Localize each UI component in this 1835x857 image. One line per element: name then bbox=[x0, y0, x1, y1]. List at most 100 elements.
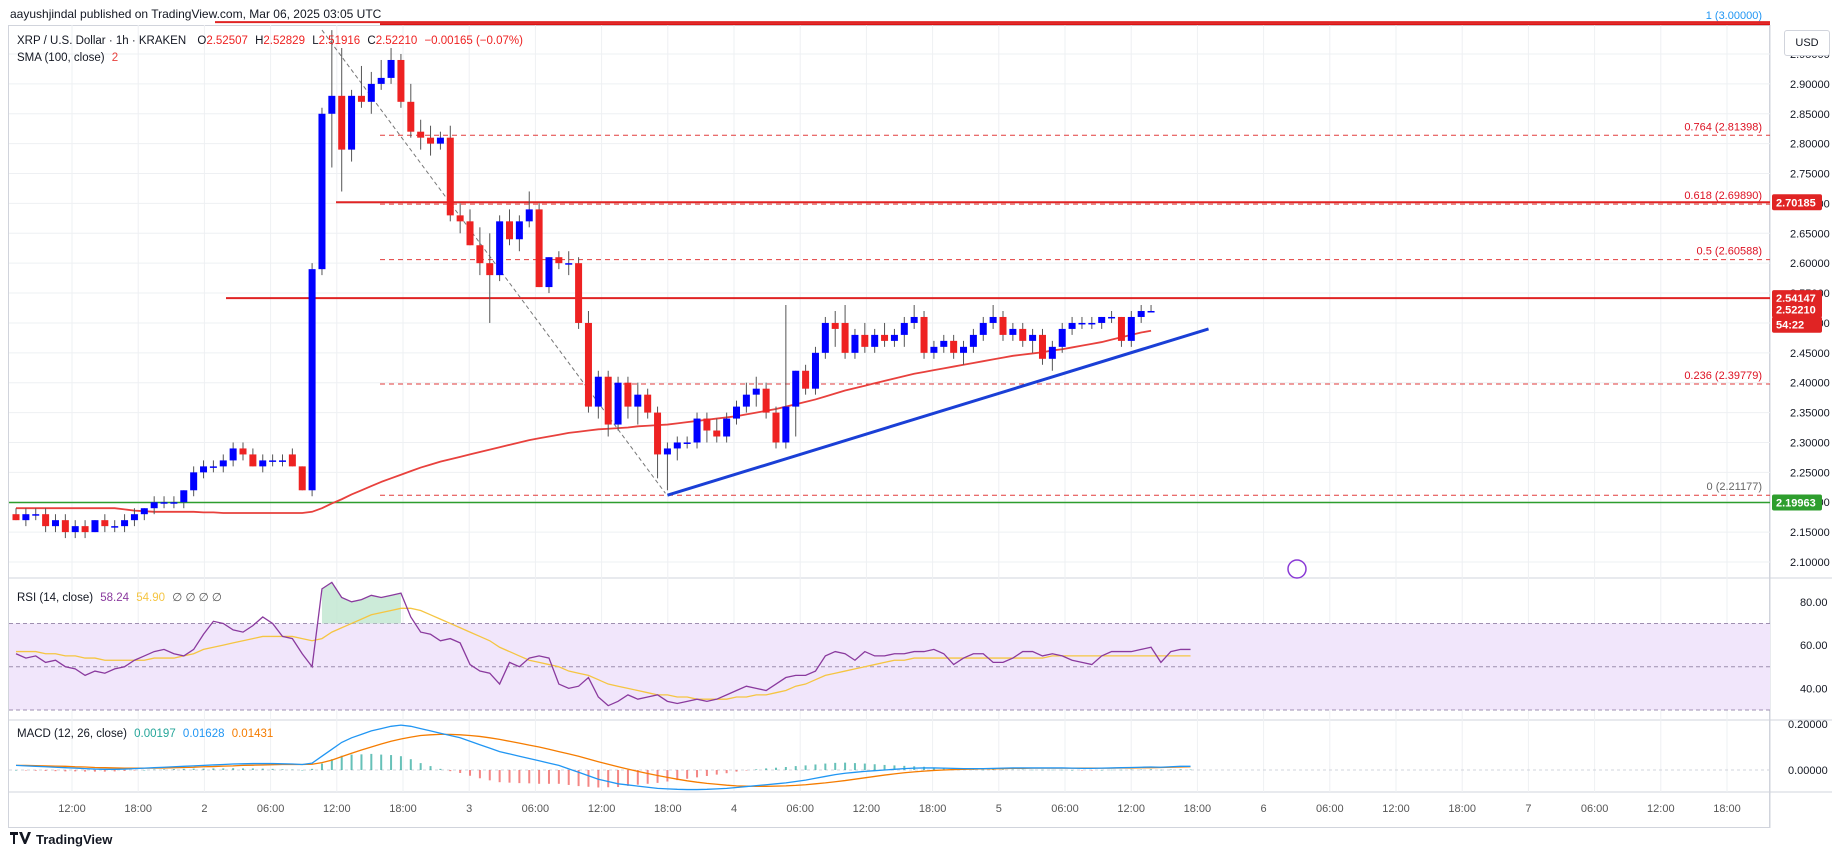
macd-histogram-bar bbox=[607, 770, 610, 788]
candle-body bbox=[752, 388, 760, 395]
macd-histogram-bar bbox=[834, 762, 837, 770]
time-axis-tick: 06:00 bbox=[522, 803, 550, 815]
macd-histogram-bar bbox=[133, 770, 136, 771]
ohlc-open: 2.52507 bbox=[206, 35, 248, 47]
macd-histogram-bar bbox=[350, 754, 353, 770]
macd-histogram-bar bbox=[765, 768, 768, 770]
candle-body bbox=[772, 412, 780, 443]
macd-histogram-bar bbox=[1041, 769, 1044, 771]
macd-line bbox=[15, 724, 1191, 791]
macd-histogram-bar bbox=[518, 770, 521, 784]
candle-body bbox=[456, 215, 464, 222]
time-axis-tick: 7 bbox=[1525, 803, 1531, 815]
macd-histogram-bar bbox=[320, 763, 323, 770]
macd-histogram-bar bbox=[705, 770, 708, 776]
macd-histogram-bar bbox=[261, 768, 264, 770]
macd-histogram-bar bbox=[883, 764, 886, 770]
price-label-box bbox=[1772, 494, 1822, 511]
candle-body bbox=[900, 322, 908, 335]
macd-histogram-bar bbox=[547, 770, 550, 784]
candle-body bbox=[190, 472, 198, 491]
candle-body bbox=[209, 466, 217, 468]
candle-body bbox=[663, 448, 671, 455]
macd-histogram-bar bbox=[735, 770, 738, 772]
sma-value: 2 bbox=[111, 52, 119, 64]
macd-histogram-bar bbox=[893, 765, 896, 770]
symbol-title[interactable]: XRP / U.S. Dollar · 1h · KRAKEN bbox=[17, 35, 187, 47]
candle-body bbox=[150, 502, 158, 509]
candle-body bbox=[111, 526, 119, 528]
symbol-legend: XRP / U.S. Dollar · 1h · KRAKEN O2.52507… bbox=[17, 35, 523, 47]
macd-histogram-bar bbox=[1021, 769, 1024, 771]
rsi-label: RSI (14, close) bbox=[17, 592, 94, 604]
candle-body bbox=[1147, 310, 1155, 313]
macd-histogram-bar bbox=[54, 770, 57, 772]
macd-histogram-bar bbox=[942, 768, 945, 770]
macd-histogram-bar bbox=[34, 770, 37, 771]
candle-body bbox=[871, 334, 879, 347]
candle-body bbox=[12, 514, 20, 521]
macd-axis-tick: 0.00000 bbox=[1788, 765, 1828, 777]
macd-histogram-bar bbox=[24, 770, 27, 771]
time-axis-tick: 4 bbox=[731, 803, 737, 815]
price-axis-tick: 2.85000 bbox=[1790, 109, 1830, 121]
time-axis-tick: 3 bbox=[466, 803, 472, 815]
candle-body bbox=[555, 257, 563, 264]
macd-histogram-bar bbox=[666, 770, 669, 782]
candle-body bbox=[496, 221, 504, 276]
candle-body bbox=[1137, 310, 1145, 317]
macd-histogram-bar bbox=[528, 770, 531, 784]
candle-body bbox=[407, 101, 415, 132]
candle-body bbox=[841, 322, 849, 353]
macd-legend[interactable]: MACD (12, 26, close) 0.00197 0.01628 0.0… bbox=[17, 728, 273, 740]
candle-body bbox=[1098, 316, 1106, 323]
macd-histogram-bar bbox=[498, 770, 501, 783]
currency-button[interactable]: USD bbox=[1784, 30, 1830, 56]
candle-body bbox=[634, 394, 642, 407]
macd-histogram-bar bbox=[745, 770, 748, 771]
rsi-legend[interactable]: RSI (14, close) 58.24 54.90 ∅ ∅ ∅ ∅ bbox=[17, 590, 222, 604]
candle-body bbox=[940, 340, 948, 347]
candle-body bbox=[703, 418, 711, 431]
macd-histogram-bar bbox=[93, 770, 96, 772]
fib-level-label: 0.5 (2.60588) bbox=[1697, 246, 1762, 258]
time-axis-tick: 06:00 bbox=[1581, 803, 1609, 815]
candle-body bbox=[298, 466, 306, 491]
macd-histogram-bar bbox=[1071, 770, 1074, 771]
candle-body bbox=[81, 526, 89, 533]
rsi-band bbox=[9, 623, 1770, 710]
price-label-box bbox=[1772, 194, 1822, 211]
candle-body bbox=[802, 370, 810, 389]
candle-body bbox=[545, 257, 553, 288]
price-axis-tick: 2.60000 bbox=[1790, 258, 1830, 270]
candle-body bbox=[989, 316, 997, 323]
rsi-value: 58.24 bbox=[100, 592, 130, 604]
candle-body bbox=[1038, 334, 1046, 359]
macd-histogram-bar bbox=[64, 770, 67, 772]
macd-histogram-bar bbox=[242, 768, 245, 770]
candle-body bbox=[51, 520, 59, 527]
candle-body bbox=[427, 137, 435, 144]
macd-histogram-bar bbox=[577, 770, 580, 787]
macd-histogram-bar bbox=[774, 767, 777, 770]
time-axis-tick: 12:00 bbox=[1647, 803, 1675, 815]
price-axis-tick: 2.40000 bbox=[1790, 378, 1830, 390]
candle-body bbox=[269, 460, 277, 462]
candle-body bbox=[259, 460, 267, 467]
candle-body bbox=[101, 520, 109, 527]
sma-label: SMA (100, close) bbox=[17, 52, 105, 64]
time-axis-tick: 12:00 bbox=[1382, 803, 1410, 815]
candle-body bbox=[762, 388, 770, 413]
time-axis-tick: 18:00 bbox=[124, 803, 152, 815]
candle-body bbox=[594, 376, 602, 407]
candle-body bbox=[930, 346, 938, 353]
candle-body bbox=[851, 334, 859, 353]
candle-body bbox=[1009, 328, 1017, 335]
rsi-axis-tick: 60.00 bbox=[1800, 640, 1828, 652]
rsi-extra: ∅ ∅ ∅ ∅ bbox=[172, 592, 222, 604]
sma-legend[interactable]: SMA (100, close) 2 bbox=[17, 52, 118, 64]
macd-histogram-bar bbox=[232, 768, 235, 770]
candle-body bbox=[920, 316, 928, 353]
ascending-trendline bbox=[666, 327, 1209, 497]
